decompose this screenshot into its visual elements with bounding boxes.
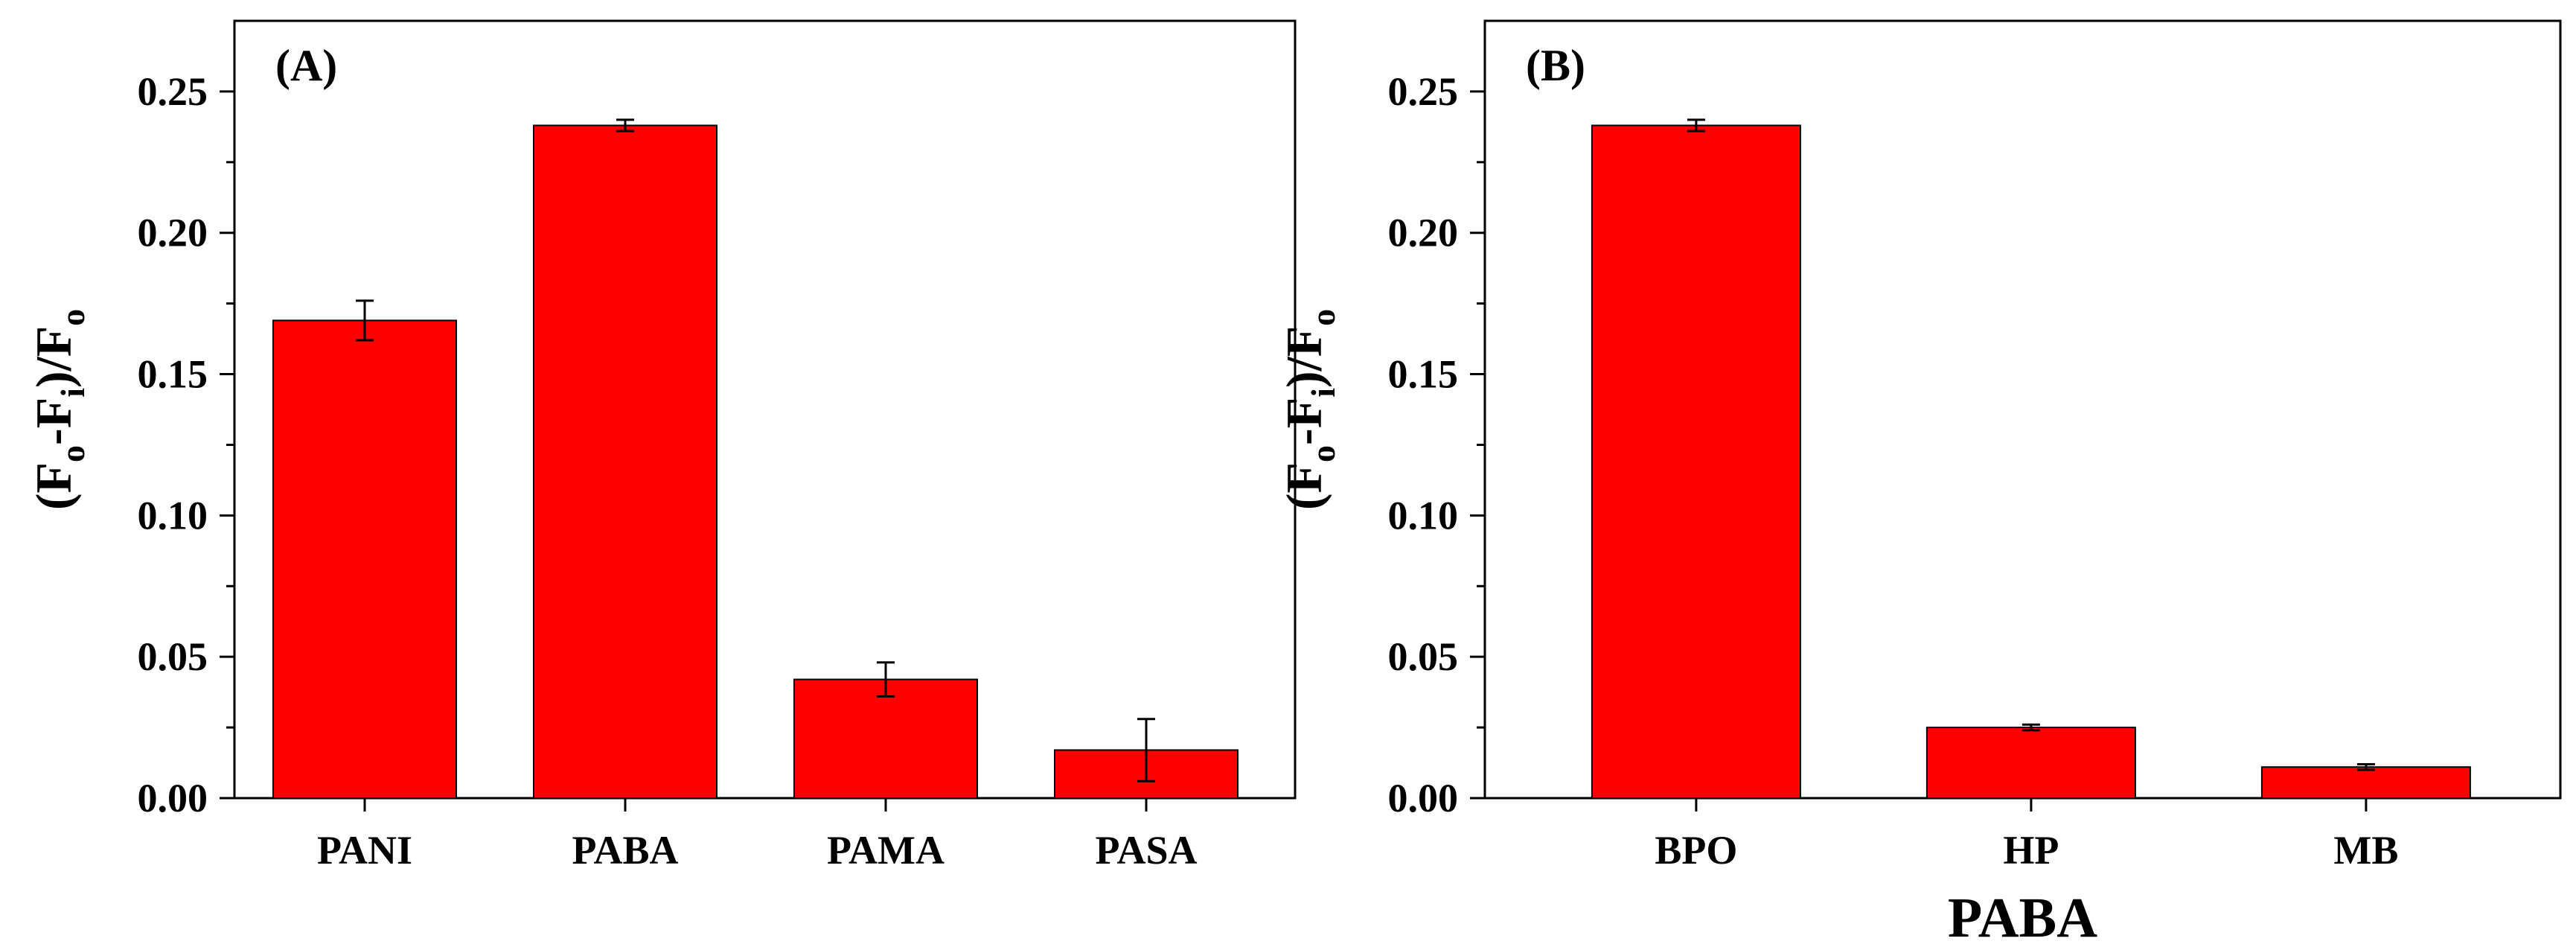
y-axis-title-part: (F <box>25 462 82 510</box>
x-category-label: HP <box>2003 828 2059 873</box>
x-category-label: BPO <box>1655 828 1737 873</box>
y-tick-label: 0.20 <box>138 211 208 255</box>
x-category-label: PABA <box>572 828 679 873</box>
x-category-label: MB <box>2333 828 2398 873</box>
bar-pani <box>272 319 457 799</box>
x-category-label: PANI <box>317 828 412 873</box>
y-tick-label: 0.25 <box>1388 69 1459 114</box>
panel-label: (A) <box>275 41 337 90</box>
bar-mb <box>2260 766 2471 799</box>
y-axis-title-part: -F <box>25 398 82 445</box>
y-tick-label: 0.15 <box>138 352 208 397</box>
y-tick-label: 0.00 <box>138 776 208 820</box>
y-tick-label: 0.00 <box>1388 776 1459 820</box>
y-tick-label: 0.20 <box>1388 211 1459 255</box>
y-tick-label: 0.10 <box>138 493 208 538</box>
y-axis-title: (Fo-Fi)/Fo <box>25 309 92 510</box>
y-tick-label: 0.05 <box>1388 634 1459 679</box>
y-axis-title-subscript: o <box>1304 309 1342 326</box>
y-axis-title-subscript: i <box>1304 388 1342 398</box>
y-tick-label: 0.05 <box>138 634 208 679</box>
y-axis-title-subscript: o <box>1304 445 1342 462</box>
y-axis-title-part: -F <box>1276 398 1332 445</box>
y-axis-title-part: (F <box>1276 462 1332 510</box>
x-axis-title: PABA <box>1948 887 2097 949</box>
bar-hp <box>1925 727 2136 799</box>
y-axis-title-part: )/F <box>25 326 82 388</box>
y-axis-title: (Fo-Fi)/Fo <box>1276 309 1342 510</box>
bar-paba <box>533 124 717 799</box>
x-category-label: PAMA <box>827 828 945 873</box>
y-axis-title-subscript: o <box>54 309 92 326</box>
y-tick-label: 0.15 <box>1388 352 1459 397</box>
y-axis-title-subscript: o <box>54 445 92 462</box>
chart-panel-a: 0.00 0.05 0.10 0.15 0.20 0.25 PANI PABA PAMA PASA… <box>25 19 1297 873</box>
y-tick-label: 0.10 <box>1388 493 1459 538</box>
y-tick-label: 0.25 <box>138 69 208 114</box>
panel-label: (B) <box>1526 41 1585 90</box>
y-axis-title-part: )/F <box>1276 326 1332 388</box>
x-category-label: PASA <box>1095 828 1197 873</box>
y-axis-title-subscript: i <box>54 388 92 398</box>
plot-frame <box>233 19 1297 800</box>
bar-bpo <box>1591 124 1801 799</box>
